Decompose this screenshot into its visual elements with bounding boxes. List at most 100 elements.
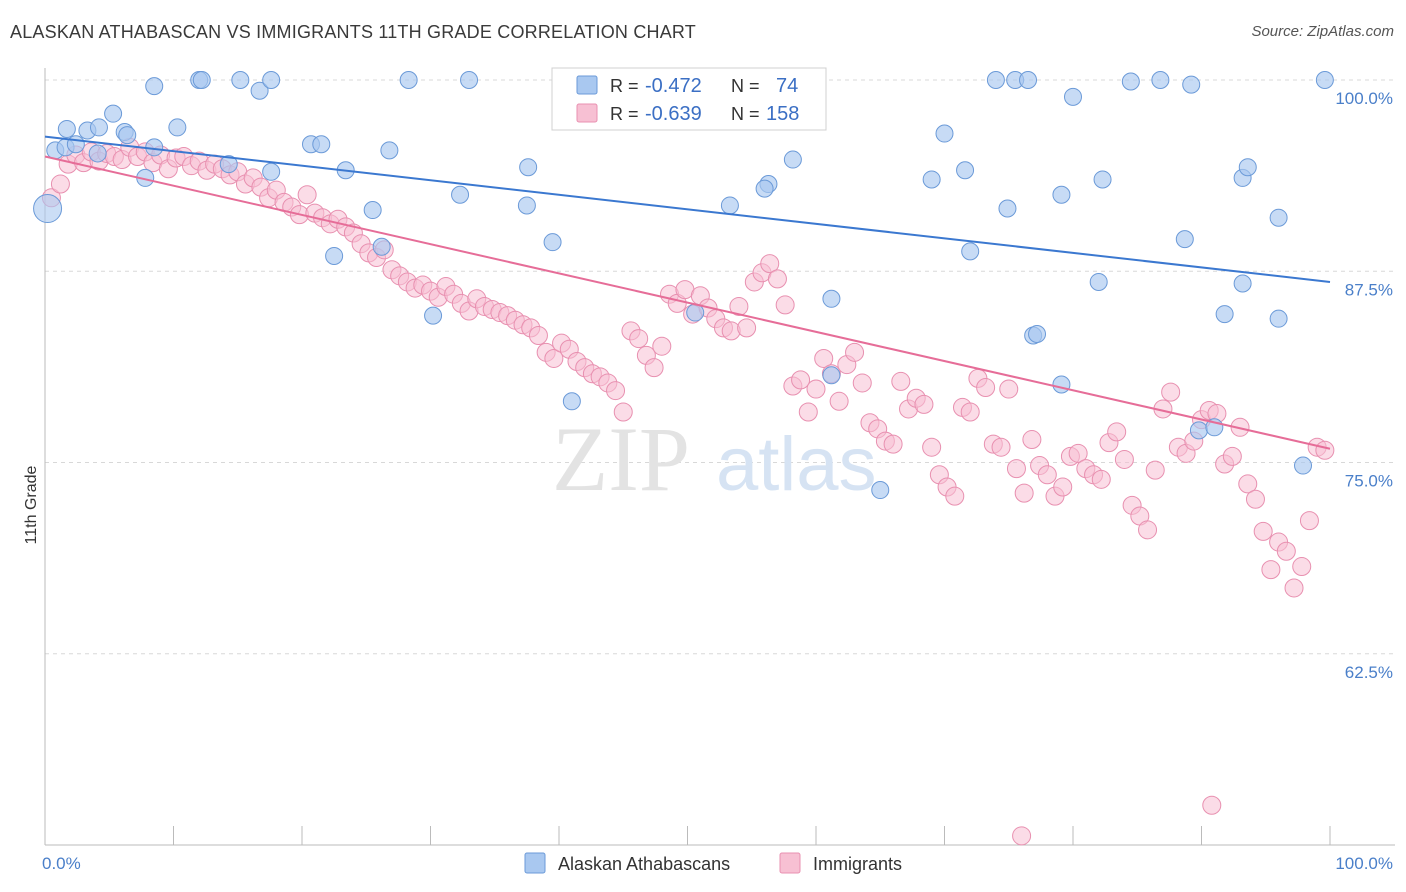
immigrants-point: [791, 370, 811, 390]
immigrants-point: [845, 342, 865, 362]
y-tick-labels: 62.5% 75.0% 87.5% 100.0%: [1335, 89, 1393, 682]
immigrants-point: [1161, 382, 1181, 402]
immigrants-point: [1114, 449, 1134, 469]
immigrants-point: [606, 381, 626, 401]
athabascan-point: [1269, 309, 1288, 328]
athabascan-point: [1052, 375, 1071, 394]
athabascan-point: [88, 144, 107, 163]
y-tick-label: 62.5%: [1345, 663, 1393, 682]
legend-n-label: N =: [731, 76, 760, 96]
immigrants-point: [1276, 541, 1296, 561]
athabascan-point: [1315, 71, 1334, 89]
immigrants-point: [991, 437, 1011, 457]
athabascan-point: [363, 201, 382, 220]
athabascan-point: [871, 481, 890, 500]
immigrants-point: [1222, 446, 1242, 466]
series-legend: Alaskan Athabascans Immigrants: [524, 852, 902, 874]
athabascan-point: [33, 194, 63, 224]
athabascan-point: [399, 71, 418, 89]
athabascan-point: [562, 392, 581, 411]
athabascan-point: [325, 246, 344, 265]
immigrants-point: [629, 329, 649, 349]
athabascan-point: [192, 71, 211, 89]
immigrants-point: [852, 373, 872, 393]
athabascan-point: [1019, 71, 1038, 89]
athabascan-point: [1233, 274, 1252, 293]
athabascan-point: [755, 179, 774, 198]
immigrants-point: [767, 269, 787, 289]
athabascan-point: [380, 141, 399, 160]
y-tick-label: 100.0%: [1335, 89, 1393, 108]
athabascan-point: [1238, 158, 1257, 177]
athabascan-point: [783, 150, 802, 169]
athabascan-point: [1028, 324, 1047, 343]
immigrants-point: [960, 402, 980, 422]
athabascan-point: [1189, 421, 1208, 440]
legend-n-value: 74: [776, 75, 798, 97]
immigrants-point: [50, 174, 70, 194]
athabascan-point: [1269, 208, 1288, 227]
bottom-legend-swatch-athabascan: [524, 852, 546, 874]
athabascan-point: [935, 124, 954, 143]
athabascan-point: [1121, 72, 1140, 91]
athabascan-point: [168, 118, 187, 137]
athabascan-point: [1064, 87, 1082, 106]
immigrants-point: [1053, 477, 1073, 497]
athabascan-point: [1151, 71, 1170, 89]
immigrants-point: [1014, 483, 1034, 503]
athabascan-point: [1052, 185, 1071, 204]
immigrants-point: [1012, 826, 1032, 846]
immigrants-point: [652, 336, 672, 356]
athabascan-point: [1093, 170, 1112, 189]
x-tick-labels: 0.0% 100.0%: [42, 854, 1393, 873]
athabascan-point: [250, 81, 269, 100]
immigrants-point: [729, 296, 749, 316]
immigrants-point: [644, 358, 664, 378]
watermark: ZIP atlas: [552, 408, 877, 510]
immigrants-point: [914, 394, 934, 414]
immigrants-point: [613, 402, 633, 422]
y-tick-label: 87.5%: [1345, 280, 1393, 299]
immigrants-point: [737, 318, 757, 338]
x-tick-label: 0.0%: [42, 854, 81, 873]
immigrants-point: [1284, 578, 1304, 598]
bottom-legend-immigrants: Immigrants: [813, 854, 902, 874]
immigrants-point: [760, 254, 780, 274]
athabascan-point: [451, 185, 470, 204]
athabascan-point: [517, 196, 536, 215]
immigrants-point: [1006, 459, 1026, 479]
athabascan-point: [1215, 305, 1234, 324]
immigrants-point: [829, 391, 849, 411]
athabascan-point: [1089, 272, 1108, 291]
immigrants-point: [1022, 430, 1042, 450]
athabascan-point: [66, 135, 85, 154]
athabascan-point: [1175, 230, 1194, 249]
immigrants-point: [945, 486, 965, 506]
athabascan-point: [519, 158, 538, 177]
source-credit: Source: ZipAtlas.com: [1251, 23, 1394, 40]
stats-legend-box: [551, 67, 827, 131]
immigrants-point: [1253, 521, 1273, 541]
immigrants-point: [1091, 469, 1111, 489]
stats-legend: R = -0.472 N = 74 R = -0.639 N = 158: [551, 67, 827, 131]
immigrants-point: [806, 379, 826, 399]
legend-r-label: R =: [610, 76, 639, 96]
immigrants-point: [883, 434, 903, 454]
athabascan-point: [89, 118, 108, 137]
legend-n-label: N =: [731, 104, 760, 124]
immigrants-point: [891, 371, 911, 391]
immigrants-point: [775, 295, 795, 315]
immigrants-point: [1068, 443, 1088, 463]
immigrants-point: [1299, 511, 1319, 531]
bottom-legend-swatch-immigrants: [779, 852, 801, 874]
immigrants-point: [1315, 440, 1335, 460]
chart-title: ALASKAN ATHABASCAN VS IMMIGRANTS 11TH GR…: [10, 22, 696, 42]
athabascan-point: [1182, 75, 1201, 94]
immigrants-point: [1292, 557, 1312, 577]
athabascan-point: [1294, 456, 1313, 475]
immigrants-point: [814, 348, 834, 368]
athabascan-point: [961, 242, 980, 261]
immigrants-point: [1107, 422, 1127, 442]
immigrants-point: [721, 321, 741, 341]
